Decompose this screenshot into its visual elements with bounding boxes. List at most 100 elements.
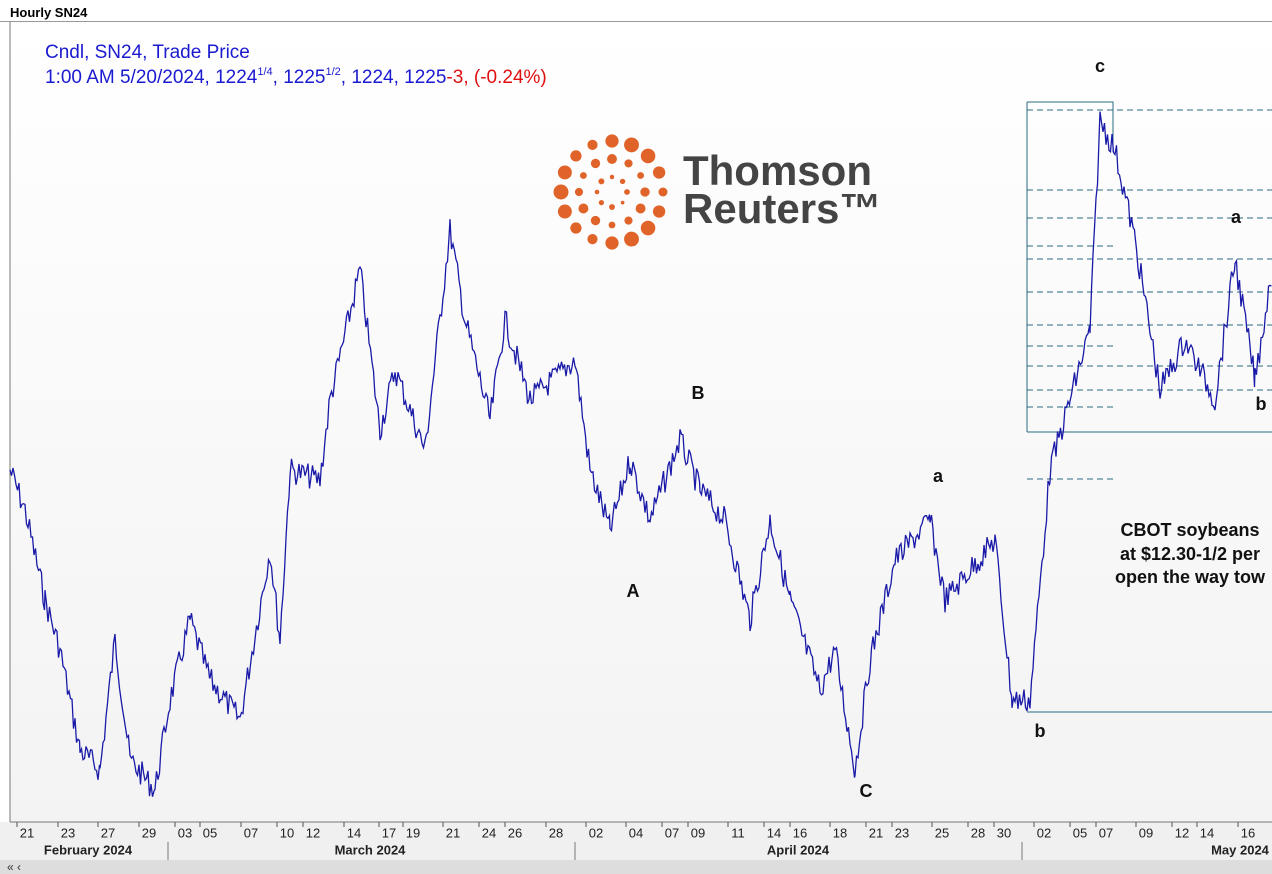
logo: Thomson Reuters™ [553, 134, 881, 250]
legend-line: Cndl, SN24, Trade Price [45, 42, 250, 63]
day-label: 16 [793, 825, 807, 840]
logo-dot [624, 231, 639, 247]
note-line: CBOT soybeans [1120, 520, 1259, 540]
logo-dot [619, 178, 626, 185]
quote-part: , 1225 [273, 67, 326, 88]
quote-part: 1/4 [257, 66, 272, 78]
day-label: 05 [1073, 825, 1087, 840]
logo-dot [624, 189, 630, 195]
day-label: 07 [1099, 825, 1113, 840]
logo-dot [605, 236, 619, 250]
day-label: 05 [203, 825, 217, 840]
day-label: 28 [549, 825, 563, 840]
levels [1026, 101, 1272, 713]
wave-label: b [1256, 394, 1267, 414]
logo-dot [607, 154, 617, 164]
logo-dot [587, 139, 598, 150]
logo-dot [608, 221, 616, 229]
logo-dot [557, 165, 572, 180]
window-title: Hourly SN24 [0, 0, 1272, 22]
quote-part: , 1224, 1225 [341, 67, 447, 88]
logo-dot [587, 234, 598, 245]
plot-background [10, 22, 1272, 822]
day-label: 09 [691, 825, 705, 840]
wave-label: B [692, 383, 705, 403]
day-label: 02 [589, 825, 603, 840]
day-label: 21 [446, 825, 460, 840]
scroll-left[interactable]: « ‹ [7, 860, 21, 874]
day-label: 24 [482, 825, 496, 840]
logo-dot [640, 148, 656, 164]
logo-dot [579, 172, 587, 179]
day-label: 02 [1037, 825, 1051, 840]
logo-dot [624, 216, 633, 225]
note-line: open the way tow [1115, 567, 1266, 587]
logo-dot [609, 174, 615, 180]
month-label: May 2024 [1211, 842, 1270, 857]
logo-dot [578, 203, 589, 214]
day-label: 04 [629, 825, 643, 840]
day-label: 09 [1139, 825, 1153, 840]
day-label: 23 [61, 825, 75, 840]
quote-change: -3, (-0.24%) [446, 67, 546, 88]
chart-area: Cndl, SN24, Trade Price 1:00 AM 5/20/202… [0, 22, 1272, 874]
logo-dot [590, 215, 601, 226]
wave-label: b [1035, 721, 1046, 741]
day-label: 07 [665, 825, 679, 840]
day-label: 14 [1200, 825, 1214, 840]
day-label: 21 [869, 825, 883, 840]
logo-dot [658, 187, 668, 197]
day-label: 21 [20, 825, 34, 840]
day-label: 23 [895, 825, 909, 840]
day-label: 14 [767, 825, 781, 840]
legend-quote: 1:00 AM 5/20/2024, 12241/4, 12251/2, 122… [45, 66, 547, 88]
price-line [9, 111, 1272, 797]
note-line: at $12.30-1/2 per [1120, 544, 1260, 564]
day-label: 14 [347, 825, 361, 840]
logo-dot [640, 187, 650, 197]
logo-dot [640, 220, 656, 236]
quote-part: 1:00 AM 5/20/2024, 1224 [45, 67, 258, 88]
day-label: 29 [142, 825, 156, 840]
logo-dot [570, 222, 582, 234]
logo-dot [553, 184, 569, 200]
logo-dot [652, 166, 666, 179]
logo-text: Thomson [683, 147, 872, 194]
month-label: April 2024 [767, 842, 830, 857]
wave-label: A [627, 581, 640, 601]
logo-dot [620, 200, 625, 205]
wave-label: c [1095, 56, 1105, 76]
day-label: 17 [382, 825, 396, 840]
logo-dot [574, 187, 584, 197]
day-label: 11 [731, 825, 745, 840]
day-label: 03 [178, 825, 192, 840]
logo-dot [594, 189, 600, 195]
wave-label: C [860, 781, 873, 801]
scrollbar[interactable] [0, 860, 1272, 874]
day-label: 27 [101, 825, 115, 840]
logo-dot [590, 158, 601, 169]
logo-dot [637, 172, 645, 179]
logo-dot [598, 178, 605, 185]
logo-text: Reuters™ [683, 185, 881, 232]
day-label: 18 [833, 825, 847, 840]
day-label: 16 [1241, 825, 1255, 840]
day-label: 30 [997, 825, 1011, 840]
logo-dot [570, 150, 582, 162]
wave-label: a [1231, 207, 1242, 227]
wave-label: a [933, 466, 944, 486]
logo-dot [652, 205, 666, 218]
logo-dot [557, 204, 572, 219]
day-label: 25 [935, 825, 949, 840]
logo-dot [609, 204, 615, 210]
logo-dot [598, 199, 605, 206]
month-label: February 2024 [44, 842, 133, 857]
day-label: 26 [508, 825, 522, 840]
day-label: 12 [1175, 825, 1189, 840]
logo-dot [624, 159, 633, 168]
day-label: 07 [244, 825, 258, 840]
month-label: March 2024 [335, 842, 407, 857]
day-label: 12 [306, 825, 320, 840]
quote-part: 1/2 [325, 66, 340, 78]
